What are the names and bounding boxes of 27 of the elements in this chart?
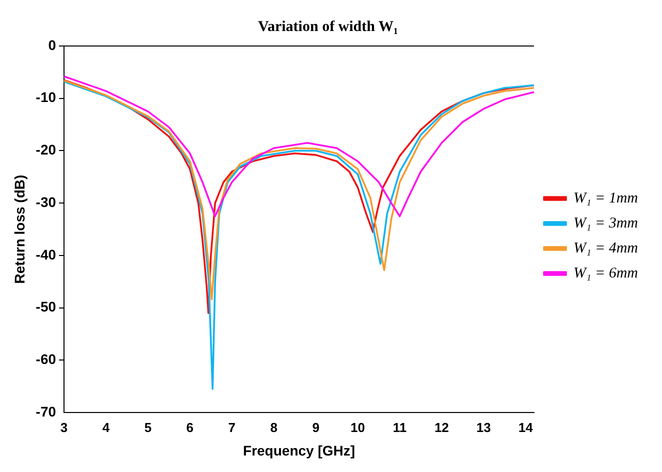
y-tick-label: -30	[36, 194, 56, 210]
legend-label: W₁ = 1mm	[574, 190, 638, 206]
x-tick-label: 14	[518, 420, 534, 435]
chart-title: Variation of width W₁	[258, 18, 398, 35]
x-tick-label: 3	[60, 420, 68, 435]
y-tick-label: -60	[36, 351, 56, 368]
legend-label: W₁ = 6mm	[574, 265, 638, 282]
y-tick-label: 0	[48, 36, 56, 53]
y-axis-title: Return loss (dB)	[11, 174, 28, 284]
x-tick-label: 7	[228, 420, 236, 435]
y-tick-label: -70	[36, 403, 56, 420]
x-axis-title: Frequency [GHz]	[243, 442, 356, 458]
legend-label: W₁ = 3mm	[574, 215, 638, 232]
y-tick-label: -40	[36, 246, 56, 262]
x-tick-label: 10	[350, 420, 365, 435]
x-tick-label: 5	[144, 420, 152, 435]
x-tick-label: 6	[186, 420, 194, 435]
x-tick-label: 8	[270, 420, 278, 435]
y-tick-label: -50	[36, 298, 56, 315]
x-tick-label: 12	[434, 420, 449, 435]
x-tick-label: 4	[102, 420, 110, 435]
x-tick-label: 9	[312, 420, 320, 435]
y-tick-label: -10	[36, 89, 56, 106]
legend-label: W₁ = 4mm	[574, 240, 638, 256]
y-tick-label: -20	[36, 142, 56, 158]
x-tick-label: 13	[476, 420, 491, 435]
x-tick-label: 11	[392, 420, 407, 435]
